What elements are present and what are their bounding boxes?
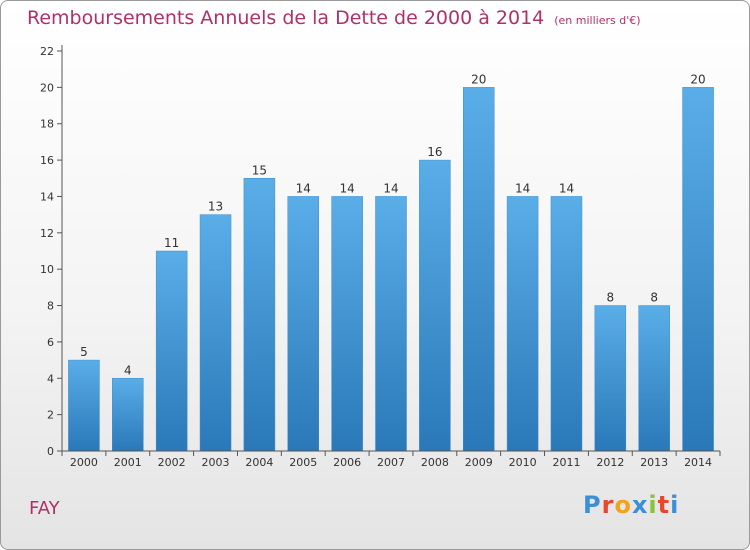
logo-letter: o: [614, 491, 632, 519]
y-tick-label: 18: [40, 118, 54, 131]
bar: [550, 196, 583, 452]
data-label: 4: [124, 363, 132, 377]
logo-letter: P: [583, 491, 602, 519]
x-tick-label: 2009: [465, 456, 493, 469]
x-tick-label: 2014: [684, 456, 712, 469]
x-tick-label: 2003: [202, 456, 230, 469]
x-tick-label: 2002: [158, 456, 186, 469]
bar: [243, 178, 276, 452]
bar: [682, 87, 714, 452]
data-label: 11: [164, 236, 179, 250]
data-label: 8: [607, 291, 615, 305]
x-axis: 2000 2001 2002 2003 2004 2005 2006 2007 2008 2009…: [61, 450, 721, 469]
data-label: 14: [339, 181, 354, 195]
x-tick-label: 2005: [289, 456, 317, 469]
y-tick-label: 12: [40, 227, 54, 240]
x-tick-label: 2011: [552, 456, 580, 469]
y-tick-label: 6: [47, 336, 54, 349]
chart-title-text: Remboursements Annuels de la Dette de 20…: [27, 7, 545, 29]
data-label: 14: [515, 181, 530, 195]
bar: [506, 196, 539, 452]
y-axis: 0 2 4 6 8 10 12 14 16 18 20 22: [40, 45, 63, 458]
y-tick-label: 16: [40, 154, 54, 167]
data-label: 14: [383, 181, 398, 195]
y-tick-label: 10: [40, 263, 54, 276]
x-tick-label: 2004: [245, 456, 273, 469]
commune-label: FAY: [29, 498, 60, 519]
data-label: 20: [471, 72, 486, 86]
bar: [199, 214, 232, 452]
logo-letter: i: [648, 491, 658, 519]
bar: [155, 250, 188, 452]
bar: [331, 196, 363, 452]
y-tick-label: 20: [40, 81, 54, 94]
logo-letter: r: [601, 491, 615, 519]
x-tick-label: 2012: [596, 456, 624, 469]
logo-letter: t: [657, 491, 671, 519]
x-tick-label: 2013: [640, 456, 668, 469]
data-label: 14: [296, 181, 311, 195]
y-tick-label: 0: [47, 445, 54, 458]
logo-letter: i: [670, 491, 680, 519]
x-tick-label: 2008: [421, 456, 449, 469]
x-tick-label: 2010: [509, 456, 537, 469]
bar: [112, 378, 144, 452]
bar: [638, 305, 670, 452]
data-label: 8: [650, 291, 658, 305]
y-tick-label: 14: [40, 190, 54, 203]
chart-subtitle: (en milliers d'€): [554, 14, 641, 27]
bar: [287, 196, 320, 452]
x-tick-label: 2007: [377, 456, 405, 469]
bar: [68, 359, 100, 452]
y-tick-label: 2: [47, 409, 54, 422]
logo-letter: x: [631, 491, 649, 519]
data-label: 5: [80, 345, 88, 359]
x-tick-label: 2000: [70, 456, 98, 469]
data-label: 14: [559, 181, 574, 195]
bar: [594, 305, 627, 452]
proxiti-logo: Proxiti: [583, 491, 679, 519]
data-label: 16: [427, 145, 442, 159]
x-tick-label: 2001: [114, 456, 142, 469]
y-tick-label: 8: [47, 300, 54, 313]
y-tick-label: 22: [40, 45, 54, 58]
bars: 5 4 11 13 15 14 14 14 16 20 14 14 8 8 20: [68, 72, 714, 452]
data-label: 20: [690, 72, 705, 86]
data-label: 13: [208, 200, 223, 214]
y-tick-label: 4: [47, 372, 54, 385]
bar: [462, 87, 495, 452]
x-tick-label: 2006: [333, 456, 361, 469]
data-label: 15: [252, 163, 267, 177]
chart-title: Remboursements Annuels de la Dette de 20…: [27, 7, 641, 29]
bar: [419, 159, 451, 452]
bar: [375, 196, 407, 452]
